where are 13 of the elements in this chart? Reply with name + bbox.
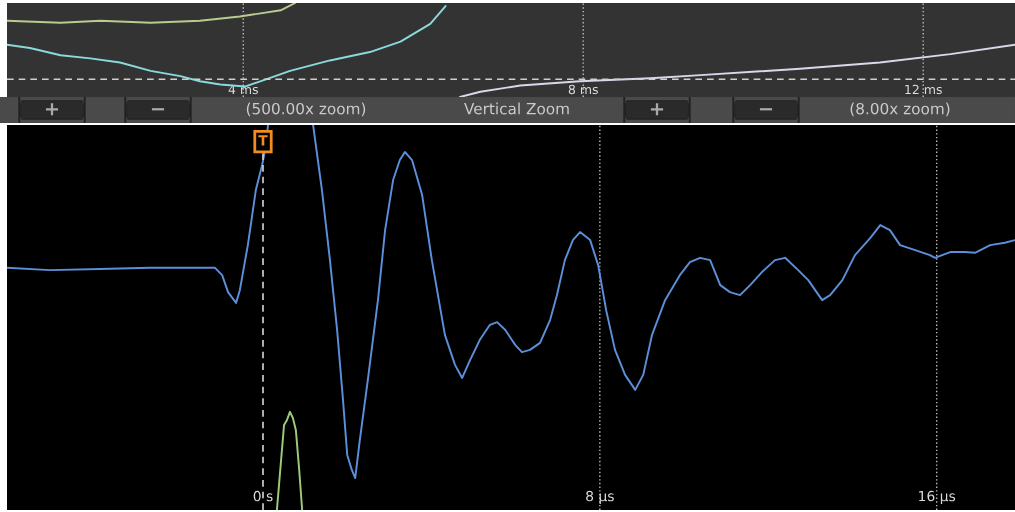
- text: Vertical Zoom: [464, 102, 569, 115]
- text: +: [650, 103, 664, 116]
- text: +: [45, 103, 59, 116]
- text: −: [151, 108, 165, 111]
- text: (8.00x zoom): [850, 102, 950, 117]
- x-tick-label: 16 µs: [919, 490, 956, 504]
- x-tick-label: 0 s: [253, 490, 273, 502]
- text: (500.00x zoom): [246, 102, 366, 117]
- x-tick-label: 12 ms: [905, 84, 942, 95]
- x-tick-label: 8 ms: [568, 84, 598, 95]
- text: −: [759, 108, 773, 111]
- ref-line-label: T: [258, 135, 268, 146]
- x-tick-label: 8 µs: [586, 490, 614, 504]
